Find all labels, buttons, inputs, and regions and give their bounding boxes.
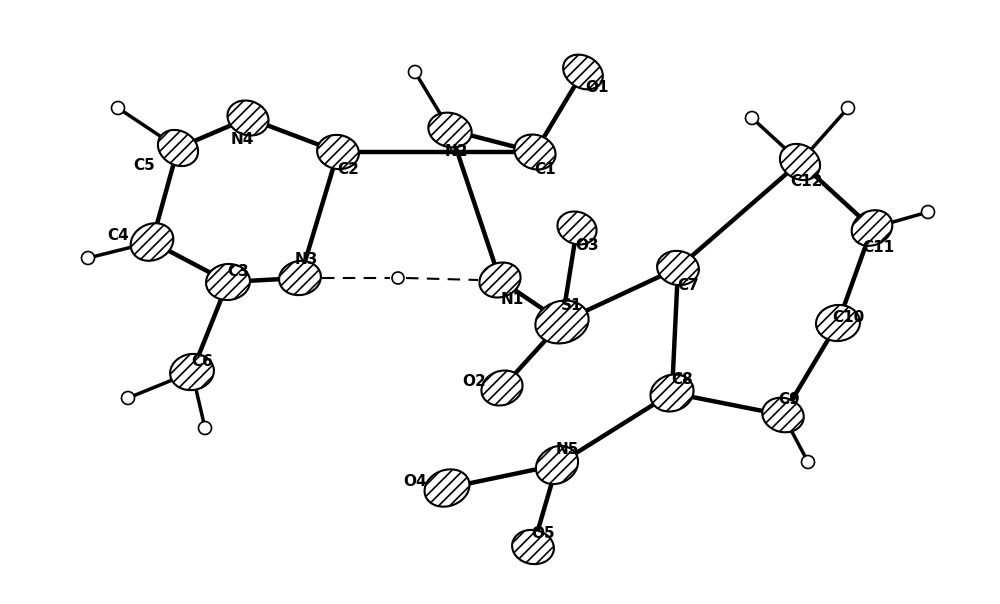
Text: C3: C3 (227, 265, 249, 280)
Ellipse shape (279, 261, 321, 295)
Ellipse shape (780, 144, 820, 180)
Text: N5: N5 (555, 442, 579, 457)
Text: C9: C9 (778, 391, 800, 406)
Ellipse shape (514, 135, 556, 170)
Text: O2: O2 (462, 374, 486, 390)
Text: N2: N2 (444, 144, 468, 159)
Text: C12: C12 (790, 175, 822, 190)
Text: O3: O3 (575, 237, 599, 252)
Ellipse shape (425, 469, 469, 507)
Text: C7: C7 (677, 277, 699, 292)
Text: C4: C4 (107, 228, 129, 243)
Ellipse shape (198, 422, 212, 434)
Ellipse shape (170, 354, 214, 390)
Ellipse shape (746, 112, 759, 124)
Text: C1: C1 (534, 161, 556, 176)
Ellipse shape (409, 65, 422, 79)
Ellipse shape (479, 263, 521, 298)
Text: O1: O1 (585, 80, 609, 95)
Text: O4: O4 (403, 475, 427, 489)
Ellipse shape (657, 251, 699, 285)
Ellipse shape (852, 210, 892, 246)
Ellipse shape (131, 223, 173, 261)
Text: C2: C2 (337, 161, 359, 176)
Ellipse shape (650, 374, 694, 411)
Text: O5: O5 (531, 525, 555, 541)
Ellipse shape (227, 100, 269, 135)
Ellipse shape (557, 211, 597, 245)
Ellipse shape (762, 397, 804, 432)
Ellipse shape (82, 251, 94, 265)
Ellipse shape (122, 391, 134, 405)
Ellipse shape (922, 205, 934, 219)
Ellipse shape (317, 135, 359, 169)
Ellipse shape (428, 112, 472, 147)
Text: C5: C5 (133, 158, 155, 173)
Text: N3: N3 (294, 252, 318, 268)
Ellipse shape (512, 530, 554, 564)
Ellipse shape (158, 130, 198, 166)
Text: C8: C8 (671, 371, 693, 387)
Text: C10: C10 (832, 309, 864, 324)
Ellipse shape (536, 446, 578, 484)
Text: C6: C6 (191, 355, 213, 370)
Ellipse shape (206, 264, 250, 300)
Ellipse shape (842, 101, 854, 115)
Ellipse shape (563, 54, 603, 89)
Ellipse shape (816, 305, 860, 341)
Ellipse shape (535, 301, 589, 344)
Text: S1: S1 (561, 298, 583, 313)
Text: N1: N1 (500, 292, 524, 307)
Text: N4: N4 (230, 132, 254, 147)
Ellipse shape (112, 101, 124, 115)
Ellipse shape (802, 455, 814, 469)
Ellipse shape (481, 370, 523, 405)
Text: C11: C11 (862, 240, 894, 255)
Ellipse shape (392, 272, 404, 284)
